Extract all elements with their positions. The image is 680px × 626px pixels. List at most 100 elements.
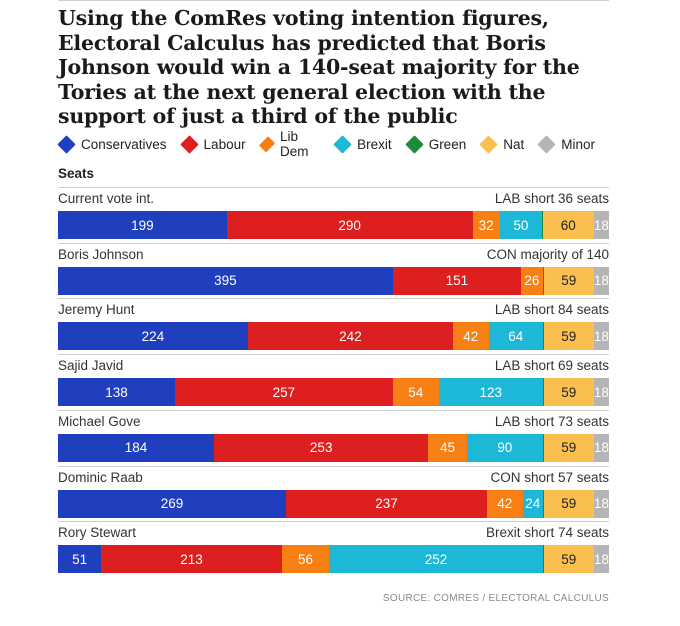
row-label: Jeremy Hunt <box>58 302 135 318</box>
stacked-bar: 224 242 42 64 59 18 <box>58 322 609 351</box>
bar-row: Boris Johnson CON majority of 140 395 151 26… <box>58 242 609 297</box>
bar-segment-conservatives: 138 <box>58 378 175 407</box>
legend-item-lib-dem: Lib Dem <box>258 129 321 159</box>
bar-segment-nat: 59 <box>543 433 594 462</box>
bar-segment-brexit: 252 <box>329 545 543 574</box>
row-outcome-note: LAB short 69 seats <box>494 358 609 374</box>
bar-segment-minor: 18 <box>593 489 609 518</box>
legend-swatch <box>537 134 556 154</box>
legend-swatch <box>333 134 352 154</box>
legend-label: Green <box>428 136 467 152</box>
legend-item-minor: Minor <box>537 134 595 154</box>
bar-row: Rory Stewart Brexit short 74 seats 51 213 56… <box>58 521 609 575</box>
row-outcome-note: CON short 57 seats <box>490 469 609 485</box>
bar-row: Michael Gove LAB short 73 seats 184 253 45 90… <box>58 409 609 464</box>
legend-label: Lib Dem <box>279 129 309 159</box>
legend-swatch <box>179 134 199 154</box>
row-label: Rory Stewart <box>58 525 137 541</box>
bar-segment-lib-dem: 54 <box>392 378 439 407</box>
stacked-bar: 269 237 42 24 59 18 <box>58 489 609 518</box>
row-separator <box>58 409 609 411</box>
row-separator <box>58 187 609 188</box>
bar-segment-labour: 242 <box>247 322 454 351</box>
bar-segment-green <box>542 489 544 518</box>
stacked-bar: 184 253 45 90 59 18 <box>58 433 609 462</box>
bar-segment-labour: 151 <box>392 266 521 295</box>
chart-frame: Using the ComRes voting intention figure… <box>57 0 609 626</box>
bar-row: Dominic Raab CON short 57 seats 269 237 42 24… <box>58 465 609 520</box>
bar-segment-green <box>542 545 544 574</box>
row-outcome-note: LAB short 36 seats <box>494 191 609 206</box>
legend-swatch <box>258 135 276 153</box>
stacked-bar: 138 257 54 123 59 18 <box>58 378 609 407</box>
row-separator <box>58 465 609 467</box>
bar-segment-green <box>542 322 544 351</box>
legend-label: Minor <box>561 136 595 152</box>
stacked-bar: 395 151 26 59 18 <box>58 266 609 295</box>
top-rule <box>58 0 609 1</box>
legend-label: Conservatives <box>81 136 167 152</box>
bar-segment-nat: 59 <box>543 266 594 295</box>
bar-segment-minor: 18 <box>593 266 609 295</box>
bar-segment-labour: 213 <box>101 545 282 574</box>
bar-segment-labour: 253 <box>213 433 429 462</box>
row-outcome-note: LAB short 84 seats <box>494 302 609 318</box>
bar-segment-conservatives: 269 <box>58 489 287 518</box>
row-separator <box>58 242 609 244</box>
row-separator <box>58 521 609 523</box>
row-outcome-note: Brexit short 74 seats <box>485 525 609 541</box>
bar-segment-labour: 257 <box>174 378 393 407</box>
bar-segment-lib-dem: 42 <box>453 322 489 351</box>
bar-segment-lib-dem: 32 <box>472 211 500 239</box>
bar-segment-minor: 18 <box>593 322 609 351</box>
legend-swatch <box>57 134 76 154</box>
bar-segment-brexit: 24 <box>522 489 543 518</box>
bar-segment-nat: 59 <box>543 489 594 518</box>
bar-segment-green <box>542 211 543 239</box>
row-outcome-note: LAB short 73 seats <box>494 413 609 429</box>
legend-swatch <box>479 134 498 154</box>
bar-segment-brexit: 50 <box>499 211 543 239</box>
bar-segment-minor: 18 <box>593 545 609 574</box>
stacked-bar: 51 213 56 252 59 18 <box>58 545 609 574</box>
bar-row: Jeremy Hunt LAB short 84 seats 224 242 42 64 5… <box>58 298 609 352</box>
bar-segment-nat: 59 <box>543 322 594 351</box>
bar-segment-lib-dem: 42 <box>486 489 523 518</box>
legend-label: Labour <box>203 136 246 152</box>
legend-item-brexit: Brexit <box>333 134 392 154</box>
bar-segment-conservatives: 51 <box>58 545 102 574</box>
bar-segment-conservatives: 199 <box>58 211 227 239</box>
chart-title: Using the ComRes voting intention figure… <box>58 6 580 128</box>
legend-swatch <box>404 134 424 154</box>
legend-label: Brexit <box>357 136 392 152</box>
legend-item-labour: Labour <box>179 134 246 154</box>
bar-segment-labour: 237 <box>286 489 487 518</box>
axis-label-seats: Seats <box>58 166 95 181</box>
bar-segment-green <box>542 378 544 407</box>
legend-item-nat: Nat <box>479 134 525 154</box>
row-outcome-note: CON majority of 140 <box>486 246 609 262</box>
bar-segment-lib-dem: 56 <box>281 545 330 574</box>
legend-item-green: Green <box>404 134 467 154</box>
bar-segment-conservatives: 224 <box>58 322 248 351</box>
source-note: SOURCE: COMRES / ELECTORAL CALCULUS <box>382 593 609 604</box>
row-label: Sajid Javid <box>58 358 124 374</box>
bar-row: Current vote int. LAB short 36 seats 199 29… <box>58 187 609 241</box>
bar-segment-brexit: 64 <box>488 322 543 351</box>
bar-segment-labour: 290 <box>226 211 473 239</box>
row-label: Dominic Raab <box>58 469 143 485</box>
bar-segment-nat: 59 <box>543 378 594 407</box>
legend: Conservatives Labour Lib Dem Brexit Green Nat… <box>57 129 609 159</box>
bar-segment-conservatives: 184 <box>58 433 214 462</box>
bar-segment-nat: 60 <box>542 211 594 239</box>
bar-segment-brexit: 90 <box>466 433 543 462</box>
bar-segment-brexit: 123 <box>438 378 543 407</box>
row-label: Michael Gove <box>58 413 141 429</box>
legend-label: Nat <box>503 136 525 152</box>
bar-segment-green <box>542 433 544 462</box>
bar-segment-green <box>542 266 544 295</box>
bar-segment-conservatives: 395 <box>58 266 393 295</box>
row-separator <box>58 298 609 300</box>
bar-segment-nat: 59 <box>543 545 594 574</box>
bar-row: Sajid Javid LAB short 69 seats 138 257 54 123… <box>58 354 609 408</box>
